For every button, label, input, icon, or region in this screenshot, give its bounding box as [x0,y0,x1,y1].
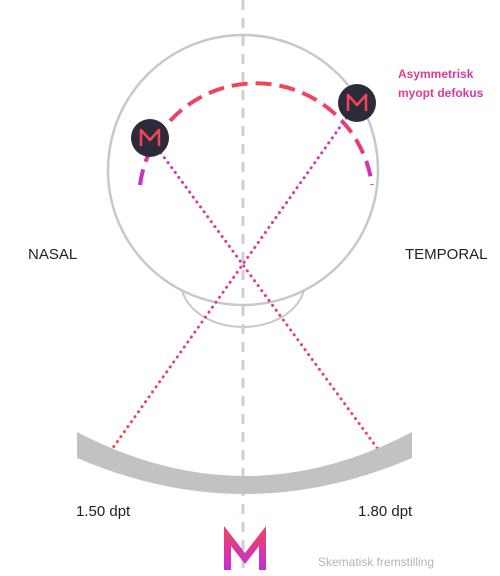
logo [224,526,266,570]
lens-label: 1.80 dpt [358,503,413,520]
side-label: TEMPORAL [405,246,488,263]
lens [77,432,412,494]
focus-icon [131,119,169,157]
lens-label: 1.50 dpt [76,503,131,520]
focus-icon [338,84,376,122]
ray [108,101,359,454]
side-label: NASAL [28,246,77,263]
annotation: myopt defokus [398,86,484,100]
annotation: Asymmetrisk [398,67,474,81]
footer: Skematisk fremstilling [318,555,434,569]
ray [148,136,382,454]
